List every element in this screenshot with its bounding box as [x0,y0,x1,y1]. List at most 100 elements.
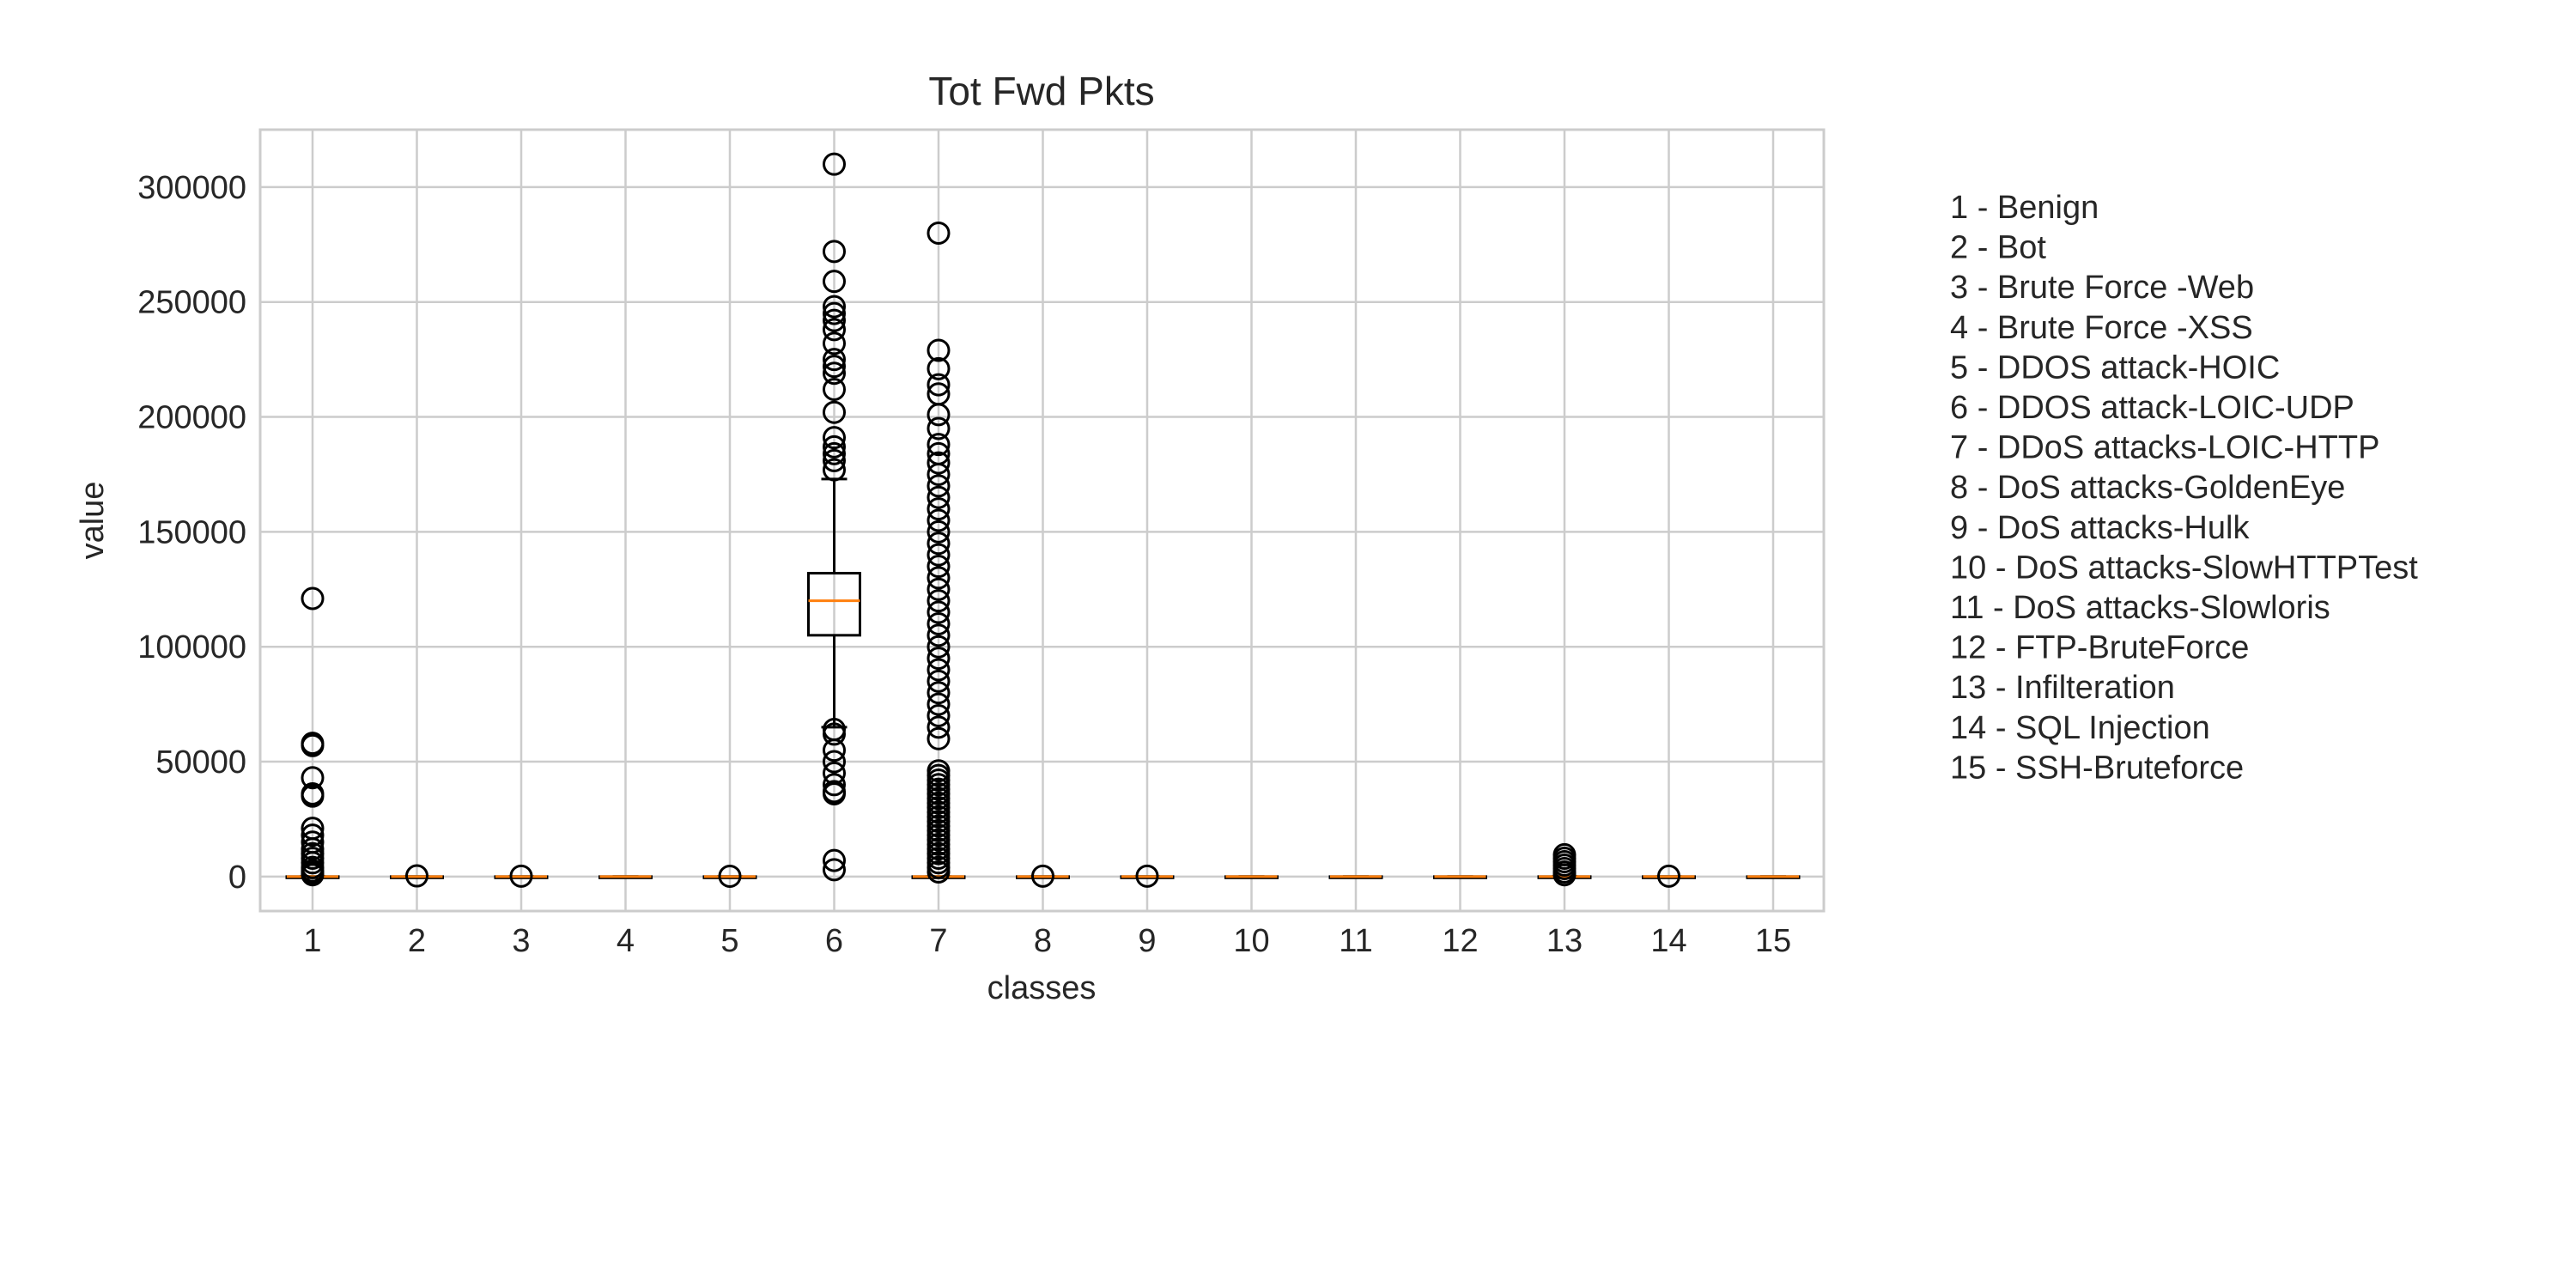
outlier-point [301,586,325,611]
outlier-point [927,338,951,362]
outlier-point [823,295,846,319]
legend-entry: 8 - DoS attacks-GoldenEye [1950,470,2345,506]
legend-entry: 13 - Infilteration [1950,670,2175,706]
x-tick-label: 14 [1650,923,1686,959]
outlier-point [823,750,846,774]
box-13 [1537,842,1592,887]
outlier-point [823,782,846,805]
x-tick-label: 8 [1034,923,1052,959]
box-11 [1328,875,1383,879]
chart-title: Tot Fwd Pkts [928,69,1154,113]
y-tick-label: 150000 [137,514,246,550]
outlier-point [927,221,951,245]
x-tick-label: 13 [1546,923,1583,959]
outlier-point [823,738,846,762]
box-4 [598,875,653,879]
outlier-point [927,623,951,647]
outlier-point [301,733,325,757]
outlier-point [927,681,951,705]
outlier-point [927,577,951,601]
box-3 [494,864,549,888]
outlier-point [927,589,951,613]
legend-entry: 10 - DoS attacks-SlowHTTPTest [1950,550,2418,586]
outlier-point [927,474,951,498]
outlier-point [405,864,428,888]
outlier-point [823,308,846,332]
y-tick-label: 0 [228,860,246,896]
grid-lines [260,130,1824,911]
outlier-point [823,240,846,264]
outlier-point [927,555,951,579]
plot-frame [258,128,1826,913]
x-tick-label: 4 [617,923,635,959]
box-12 [1433,875,1487,879]
x-tick-label: 1 [303,923,321,959]
outlier-point [927,451,951,475]
outlier-point [301,823,325,848]
outlier-point [927,416,951,440]
legend-entry: 1 - Benign [1950,190,2099,226]
x-tick-label: 15 [1755,923,1791,959]
legend-entry: 3 - Brute Force -Web [1950,270,2254,306]
outlier-point [927,497,951,521]
y-tick-label: 50000 [155,744,246,781]
outlier-point [927,485,951,509]
outlier-point [823,441,846,465]
x-tick-label: 10 [1233,923,1269,959]
box-14 [1642,864,1696,888]
outlier-point [823,331,846,355]
outlier-point [1031,864,1054,888]
outlier-point [823,434,846,459]
outlier-point [823,318,846,342]
legend-entry: 2 - Bot [1950,230,2046,266]
outlier-point [823,773,846,797]
outlier-point [927,635,951,659]
y-axis-label: value [75,482,111,560]
legend-entry: 9 - DoS attacks-Hulk [1950,510,2250,546]
boxes [285,152,1801,888]
legend-entry: 4 - Brute Force -XSS [1950,310,2253,346]
outlier-point [823,448,846,472]
x-tick-label: 6 [825,923,843,959]
box-10 [1224,875,1279,879]
legend-entry: 11 - DoS attacks-Slowloris [1950,590,2330,626]
outlier-point [509,864,533,888]
x-tick-label: 9 [1138,923,1156,959]
x-tick-label: 5 [720,923,738,959]
outlier-point [927,403,951,427]
legend-entry: 15 - SSH-Bruteforce [1950,750,2244,786]
outlier-point [927,726,951,750]
box-1 [285,586,340,887]
outlier-point [927,462,951,486]
x-axis-label: classes [987,970,1097,1006]
iqr-box [807,572,861,637]
y-tick-label: 250000 [137,285,246,321]
box-9 [1120,864,1175,888]
outlier-point [927,356,951,380]
outlier-point [301,784,325,808]
outlier-point [823,377,846,401]
box-8 [1016,864,1070,888]
outlier-point [1552,863,1577,887]
box-15 [1746,875,1801,879]
outlier-point [718,864,742,888]
outlier-point [1135,864,1159,888]
outlier-point [301,766,325,790]
x-tick-label: 3 [512,923,530,959]
outlier-point [823,400,846,424]
outlier-point [927,532,951,556]
outlier-point [927,658,951,682]
box-7 [911,221,966,884]
x-tick-labels: 1 2 3 4 5 6 7 8 9 10 11 12 13 14 15 [303,923,1791,959]
legend-entry: 14 - SQL Injection [1950,710,2210,746]
outlier-point [823,722,846,746]
outlier-point [927,860,951,884]
outlier-point [1657,864,1680,888]
outlier-point [927,543,951,567]
outlier-point [823,458,846,482]
outlier-point [301,863,325,887]
y-tick-label: 300000 [137,170,246,206]
y-tick-label: 100000 [137,629,246,665]
legend-entry: 7 - DDoS attacks-LOIC-HTTP [1950,430,2379,466]
